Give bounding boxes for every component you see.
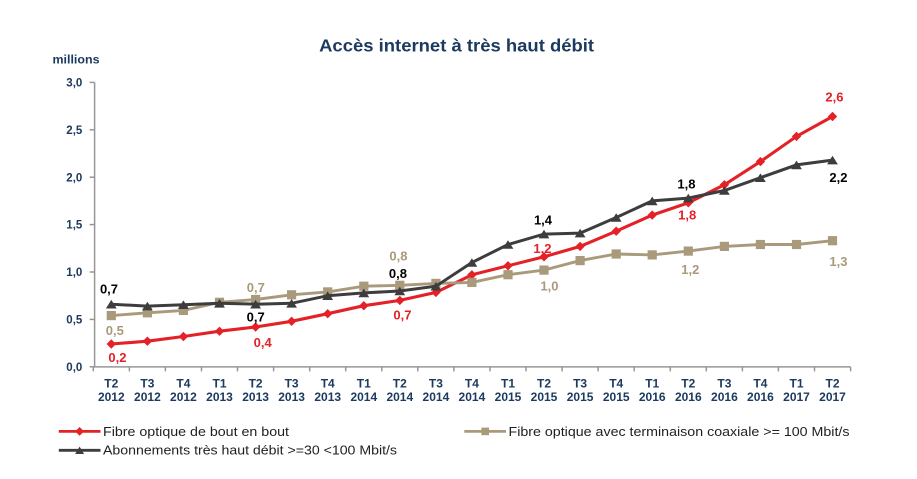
svg-text:0,5: 0,5 — [106, 323, 124, 338]
svg-text:T1: T1 — [501, 377, 515, 391]
svg-text:0,0: 0,0 — [66, 362, 82, 374]
svg-text:1,4: 1,4 — [534, 213, 553, 228]
svg-text:1,8: 1,8 — [677, 177, 695, 192]
svg-text:T3: T3 — [573, 377, 587, 391]
svg-text:2016: 2016 — [639, 390, 666, 404]
svg-text:0,8: 0,8 — [389, 266, 407, 281]
svg-text:2016: 2016 — [675, 390, 702, 404]
svg-text:millions: millions — [53, 53, 100, 67]
svg-text:2013: 2013 — [206, 390, 233, 404]
svg-text:2016: 2016 — [747, 390, 774, 404]
svg-text:2017: 2017 — [819, 390, 846, 404]
svg-text:T3: T3 — [717, 377, 731, 391]
svg-text:T4: T4 — [465, 377, 479, 391]
svg-text:1,2: 1,2 — [681, 262, 699, 277]
svg-text:2012: 2012 — [170, 390, 197, 404]
svg-text:0,8: 0,8 — [389, 249, 407, 264]
svg-text:2016: 2016 — [711, 390, 738, 404]
svg-text:1,8: 1,8 — [678, 207, 696, 222]
svg-text:T2: T2 — [681, 377, 695, 391]
svg-text:2013: 2013 — [278, 390, 305, 404]
svg-text:0,7: 0,7 — [247, 280, 265, 295]
svg-text:1,2: 1,2 — [533, 241, 551, 256]
svg-text:1,5: 1,5 — [66, 220, 83, 232]
svg-text:T2: T2 — [393, 377, 407, 391]
svg-text:2,2: 2,2 — [829, 170, 847, 185]
svg-text:Abonnements très haut débit >=: Abonnements très haut débit >=30 <100 Mb… — [103, 443, 398, 458]
svg-text:T3: T3 — [140, 377, 154, 391]
svg-text:2012: 2012 — [134, 390, 161, 404]
svg-text:2012: 2012 — [98, 390, 125, 404]
svg-text:0,7: 0,7 — [247, 310, 265, 325]
svg-text:T2: T2 — [249, 377, 263, 391]
svg-text:2013: 2013 — [242, 390, 269, 404]
svg-text:0,5: 0,5 — [66, 315, 83, 327]
svg-text:2015: 2015 — [495, 390, 522, 404]
svg-text:3,0: 3,0 — [66, 78, 82, 90]
svg-text:2014: 2014 — [459, 390, 486, 404]
svg-text:Fibre optique avec terminaison: Fibre optique avec terminaison coaxiale … — [509, 424, 851, 439]
svg-text:2017: 2017 — [783, 390, 810, 404]
svg-text:0,7: 0,7 — [100, 282, 118, 297]
svg-text:1,0: 1,0 — [66, 267, 82, 279]
svg-text:0,2: 0,2 — [108, 350, 126, 365]
svg-text:0,4: 0,4 — [254, 335, 273, 350]
svg-text:T2: T2 — [104, 377, 118, 391]
svg-text:T1: T1 — [357, 377, 371, 391]
svg-text:T1: T1 — [789, 377, 803, 391]
svg-text:2013: 2013 — [314, 390, 341, 404]
svg-text:2014: 2014 — [423, 390, 450, 404]
svg-text:T1: T1 — [645, 377, 659, 391]
svg-text:T4: T4 — [321, 377, 335, 391]
svg-text:2015: 2015 — [531, 390, 558, 404]
svg-text:T3: T3 — [429, 377, 443, 391]
svg-text:T2: T2 — [825, 377, 839, 391]
svg-text:T4: T4 — [176, 377, 190, 391]
svg-text:2,5: 2,5 — [66, 125, 83, 137]
svg-text:Fibre optique de bout en bout: Fibre optique de bout en bout — [103, 424, 289, 439]
svg-text:Accès internet à très haut déb: Accès internet à très haut débit — [319, 36, 594, 56]
svg-text:1,3: 1,3 — [829, 254, 847, 269]
svg-text:T2: T2 — [537, 377, 551, 391]
svg-text:2014: 2014 — [386, 390, 413, 404]
svg-text:0,7: 0,7 — [393, 307, 411, 322]
svg-text:T4: T4 — [753, 377, 767, 391]
svg-text:2,6: 2,6 — [825, 90, 843, 105]
svg-text:T3: T3 — [285, 377, 299, 391]
svg-text:2014: 2014 — [350, 390, 377, 404]
svg-text:2015: 2015 — [567, 390, 594, 404]
svg-text:T1: T1 — [212, 377, 226, 391]
svg-text:1,0: 1,0 — [540, 279, 558, 294]
svg-text:2015: 2015 — [603, 390, 630, 404]
svg-text:T4: T4 — [609, 377, 623, 391]
svg-text:2,0: 2,0 — [66, 172, 82, 184]
